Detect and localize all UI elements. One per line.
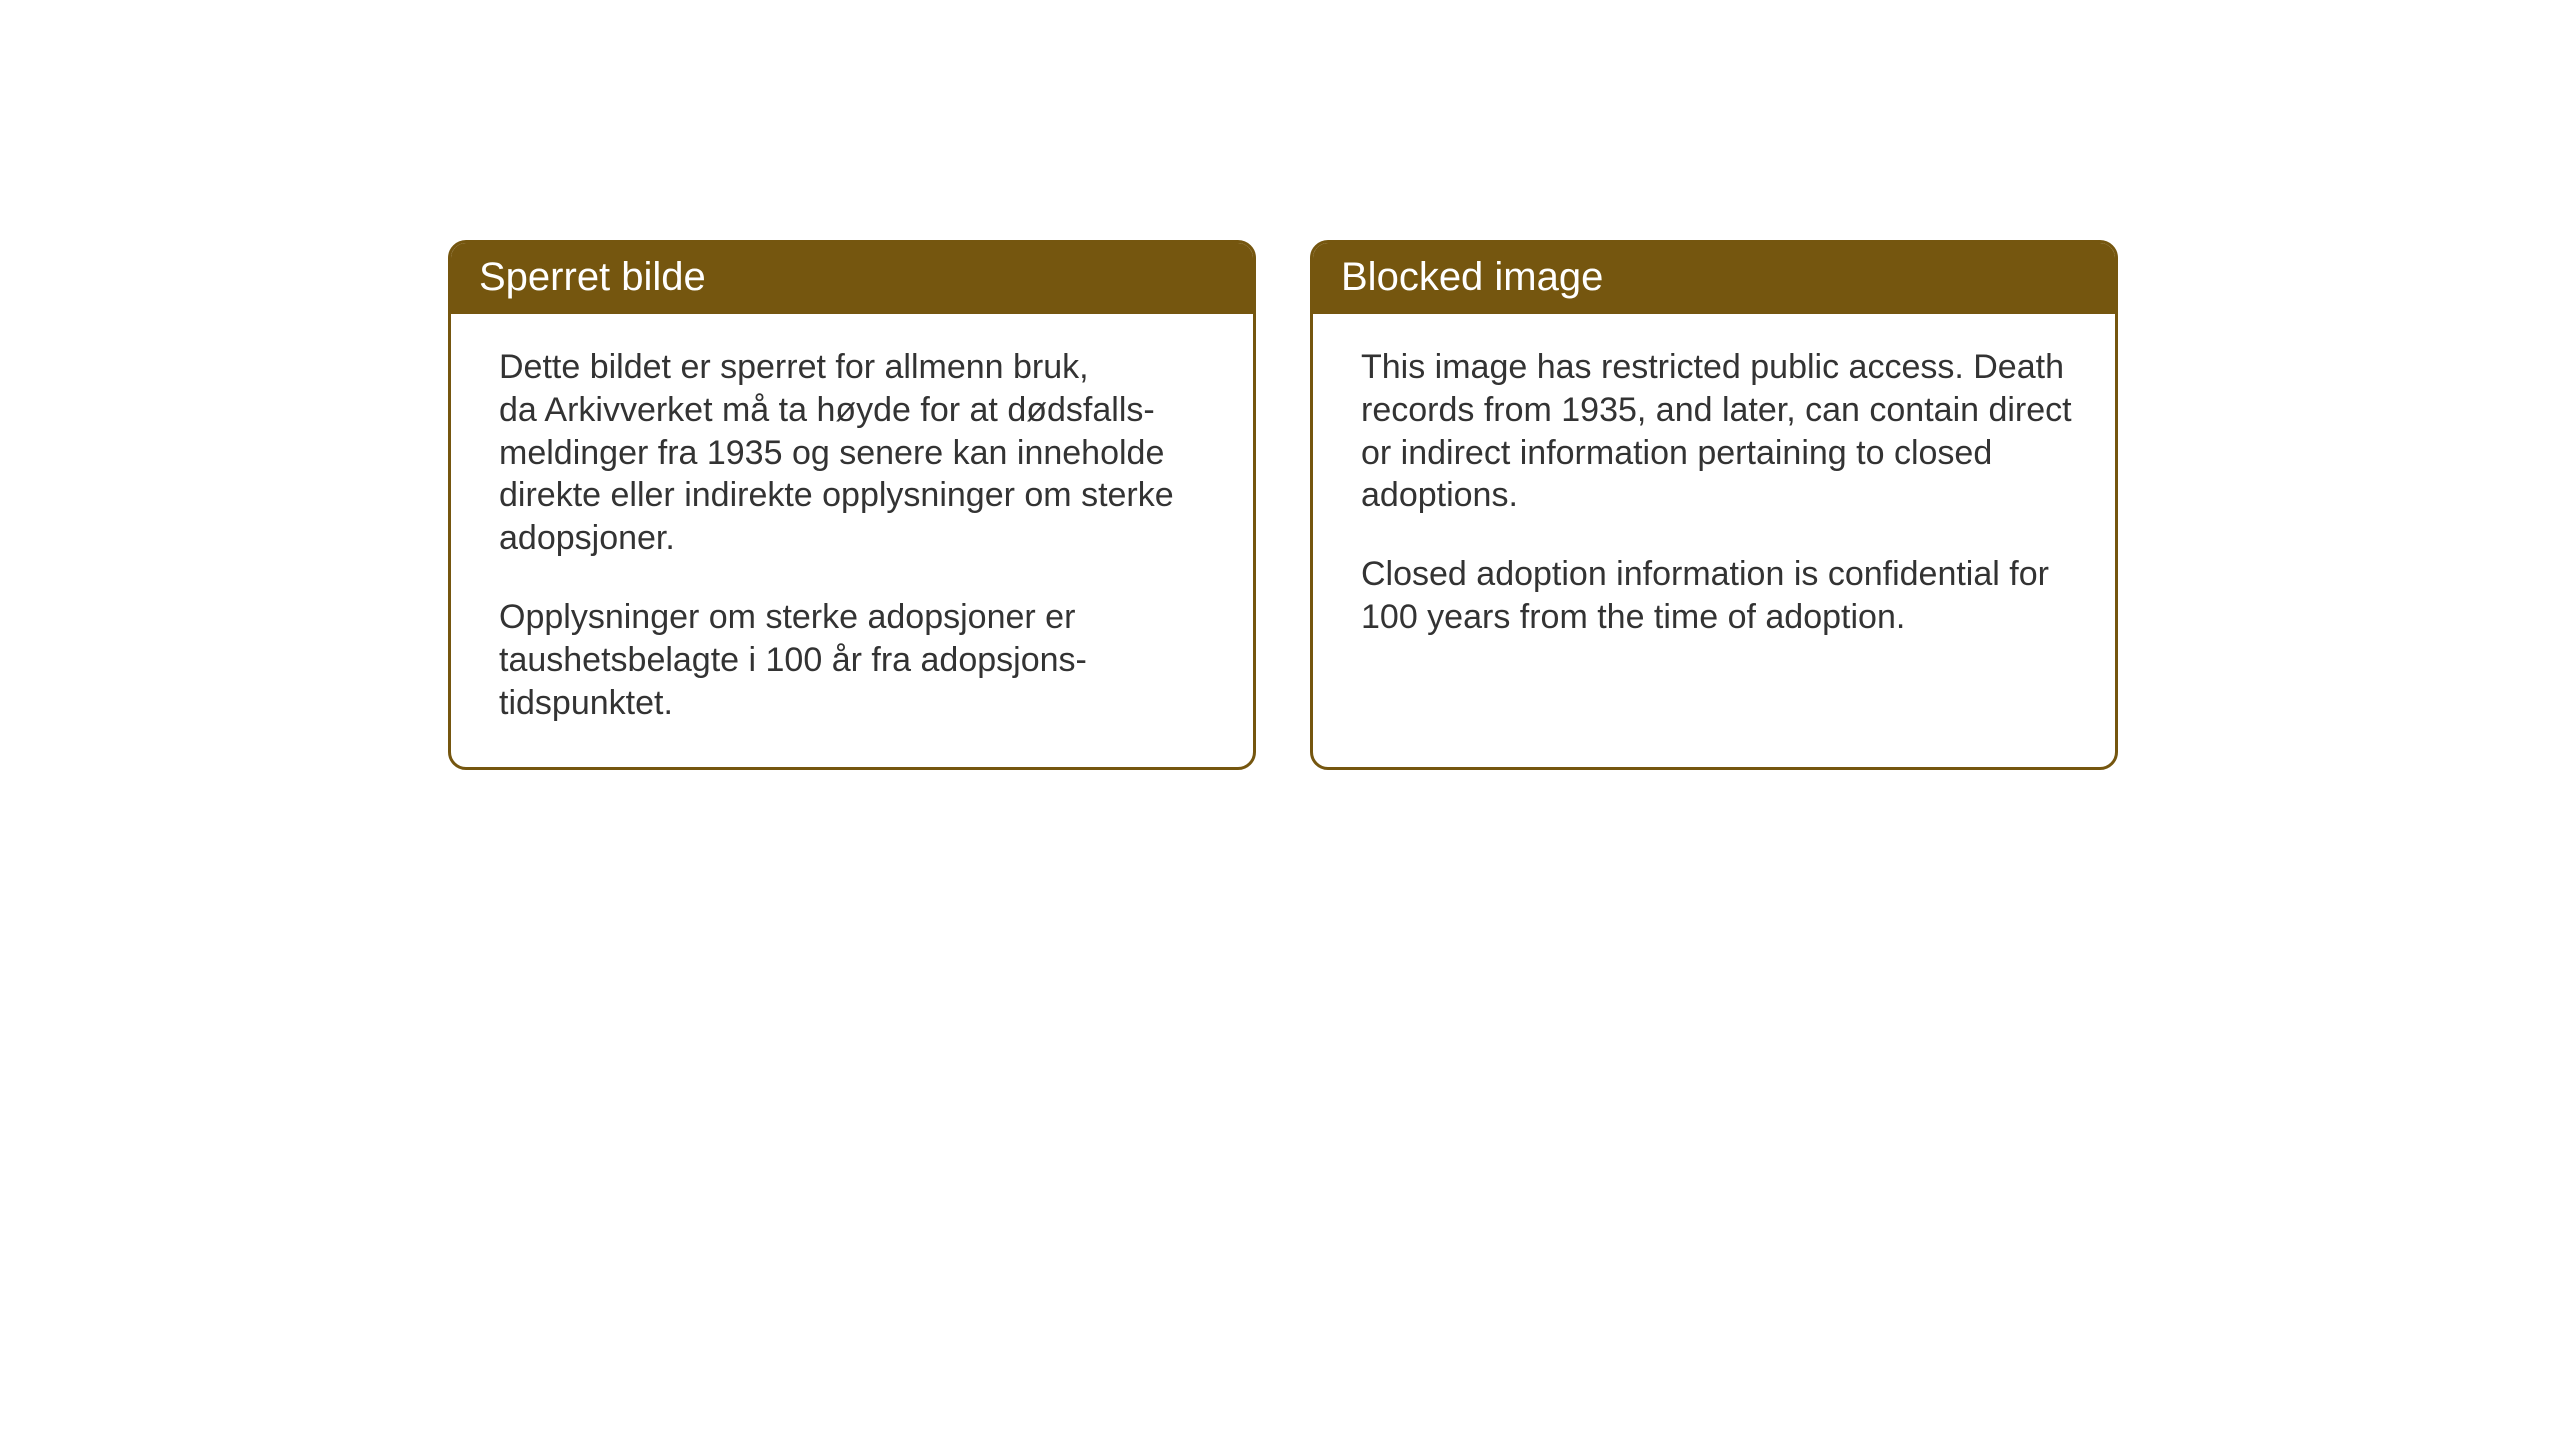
notice-container: Sperret bilde Dette bildet er sperret fo…	[448, 240, 2118, 770]
card-header-english: Blocked image	[1313, 243, 2115, 314]
card-header-norwegian: Sperret bilde	[451, 243, 1253, 314]
card-title-norwegian: Sperret bilde	[479, 255, 706, 299]
card-body-english: This image has restricted public access.…	[1313, 314, 2115, 734]
notice-card-english: Blocked image This image has restricted …	[1310, 240, 2118, 770]
card-paragraph: This image has restricted public access.…	[1361, 346, 2073, 517]
card-paragraph: Opplysninger om sterke adopsjoner er tau…	[499, 596, 1211, 724]
card-body-norwegian: Dette bildet er sperret for allmenn bruk…	[451, 314, 1253, 767]
card-paragraph: Closed adoption information is confident…	[1361, 553, 2073, 639]
card-title-english: Blocked image	[1341, 255, 1603, 299]
notice-card-norwegian: Sperret bilde Dette bildet er sperret fo…	[448, 240, 1256, 770]
card-paragraph: Dette bildet er sperret for allmenn bruk…	[499, 346, 1211, 560]
